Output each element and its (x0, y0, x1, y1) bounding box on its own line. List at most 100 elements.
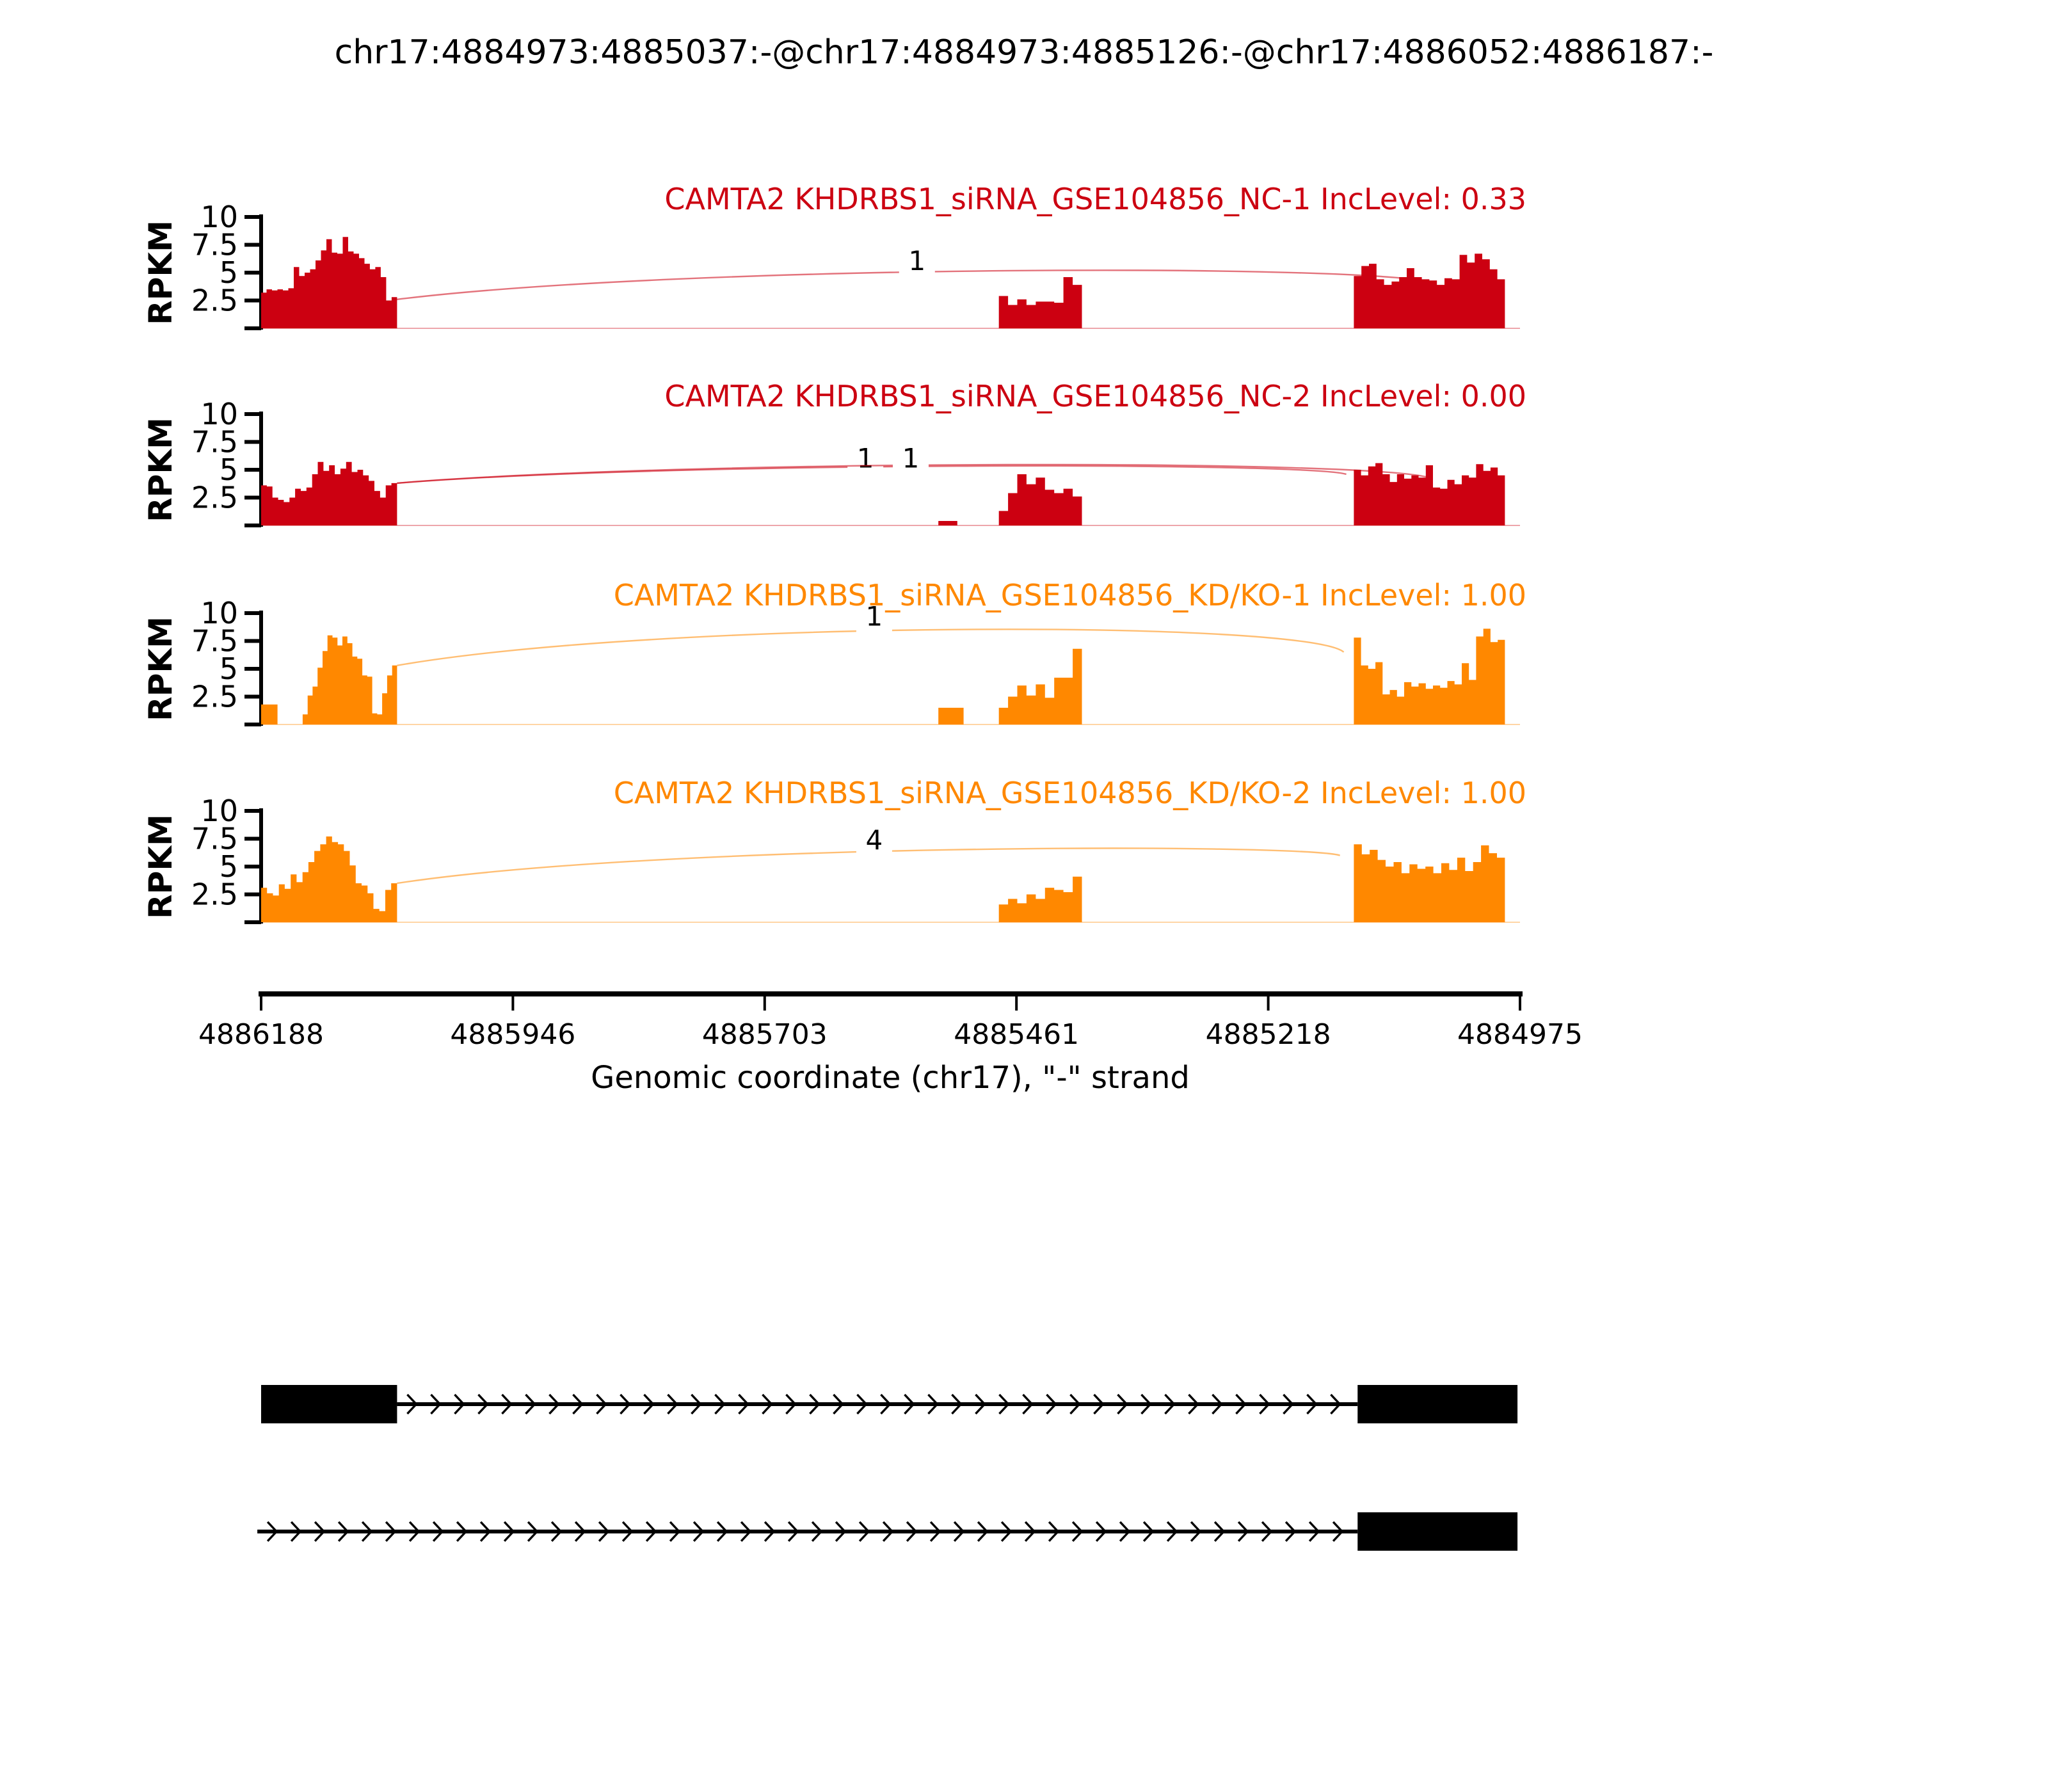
intron-arrow (527, 1521, 539, 1542)
intron-arrow (1283, 1393, 1294, 1415)
intron-arrow (738, 1393, 749, 1415)
intron-arrow (620, 1393, 631, 1415)
intron-arrow (929, 1521, 941, 1542)
y-axis-title: RPKM (142, 220, 179, 325)
coverage-area (998, 474, 1082, 525)
intron-arrow (998, 1393, 1010, 1415)
intron-arrow (1164, 1393, 1176, 1415)
intron-arrow (975, 1393, 986, 1415)
intron-arrow (692, 1521, 705, 1542)
intron-arrow (858, 1521, 870, 1542)
track-title: CAMTA2 KHDRBS1_siRNA_GSE104856_KD/KO-1 I… (614, 578, 1526, 612)
intron-arrow (927, 1393, 939, 1415)
intron-arrow (479, 1521, 492, 1542)
junction-arc (397, 463, 1432, 484)
junction-count-label: 1 (908, 245, 925, 276)
coverage-area (938, 707, 964, 724)
intron-arrow (1046, 1393, 1057, 1415)
intron-arrow (550, 1521, 563, 1542)
intron-arrow (361, 1521, 373, 1542)
intron-arrow (1119, 1521, 1131, 1542)
intron-arrow (1332, 1521, 1344, 1542)
intron-arrow (1261, 1521, 1273, 1542)
y-tick-label: 10 (200, 397, 238, 431)
intron-arrow (1000, 1521, 1012, 1542)
intron-arrow (621, 1521, 634, 1542)
x-axis-tick-label: 4886188 (198, 1018, 324, 1051)
intron-arrow (880, 1393, 892, 1415)
junction-count-bg (847, 441, 884, 475)
intron-arrow (951, 1393, 963, 1415)
intron-arrow (716, 1521, 728, 1542)
x-axis-tick-label: 4885946 (450, 1018, 575, 1051)
junction-arc (397, 847, 1341, 884)
intron-arrow (525, 1393, 536, 1415)
intron-arrow (1071, 1521, 1084, 1542)
intron-arrow (1213, 1521, 1226, 1542)
intron-arrow (1142, 1521, 1155, 1542)
intron-arrow (408, 1521, 420, 1542)
plot-title: chr17:4884973:4885037:-@chr17:4884973:48… (334, 33, 1714, 72)
junction-count-bg (899, 243, 935, 277)
y-tick-label: 10 (200, 596, 238, 630)
coverage-area (938, 521, 957, 525)
intron-arrow (1235, 1393, 1247, 1415)
intron-arrow (456, 1521, 468, 1542)
intron-arrow (1095, 1521, 1107, 1542)
intron-arrow (1140, 1393, 1152, 1415)
intron-arrow (432, 1521, 444, 1542)
intron-arrow (596, 1393, 607, 1415)
transcript-annotation-layer (257, 1385, 1518, 1551)
y-tick-label: 5 (220, 849, 238, 884)
track-group-nc-2: 107.552.5 RPKM 1 1 CAMTA2 KHDRBS1_siRNA_GSE1… (142, 379, 1526, 527)
intron-arrow (811, 1521, 823, 1542)
exon-box (1357, 1512, 1518, 1551)
intron-arrow (667, 1393, 678, 1415)
y-tick-label: 2.5 (191, 284, 238, 318)
intron-arrow (1330, 1393, 1341, 1415)
transcript-row-1 (261, 1385, 1518, 1423)
intron-arrow (290, 1521, 302, 1542)
junction-arc (397, 269, 1436, 300)
y-tick-label: 2.5 (191, 877, 238, 912)
coverage-area (261, 704, 278, 724)
y-tick-label: 10 (200, 794, 238, 828)
intron-arrow (266, 1521, 278, 1542)
y-tick-label: 5 (220, 652, 238, 686)
coverage-area (261, 461, 397, 525)
junction-count-bg (856, 599, 892, 633)
y-axis-title: RPKM (142, 417, 179, 522)
track-group-kd-ko-2: 107.552.5 RPKM 4 CAMTA2 KHDRBS1_siRNA_GSE10… (142, 776, 1526, 924)
intron-arrow (503, 1521, 515, 1542)
intron-arrow (1259, 1393, 1270, 1415)
x-axis-tick-label: 4884975 (1457, 1018, 1583, 1051)
track-title: CAMTA2 KHDRBS1_siRNA_GSE104856_KD/KO-2 I… (614, 776, 1526, 810)
intron-arrow (669, 1521, 681, 1542)
y-tick-label: 7.5 (191, 228, 238, 262)
x-axis-tick-label: 4885461 (954, 1018, 1079, 1051)
intron-arrow (714, 1393, 726, 1415)
intron-arrow (574, 1521, 586, 1542)
intron-arrow (762, 1393, 773, 1415)
x-axis-tick-label: 4885218 (1206, 1018, 1331, 1051)
intron-arrow (906, 1521, 918, 1542)
intron-arrow (835, 1521, 847, 1542)
intron-arrow (1048, 1521, 1060, 1542)
intron-arrow (454, 1393, 465, 1415)
intron-arrow (1308, 1521, 1320, 1542)
intron-arrow (977, 1521, 989, 1542)
intron-arrow (1284, 1521, 1297, 1542)
intron-arrow (904, 1393, 915, 1415)
y-tick-label: 10 (200, 200, 238, 234)
coverage-area (998, 648, 1082, 724)
intron-arrow (385, 1521, 397, 1542)
y-tick-label: 5 (220, 255, 238, 290)
intron-arrow (764, 1521, 776, 1542)
y-tick-label: 7.5 (191, 425, 238, 460)
intron-arrow (787, 1521, 799, 1542)
intron-arrow (785, 1393, 797, 1415)
coverage-area (1354, 253, 1505, 328)
junction-count-bg (892, 441, 929, 475)
